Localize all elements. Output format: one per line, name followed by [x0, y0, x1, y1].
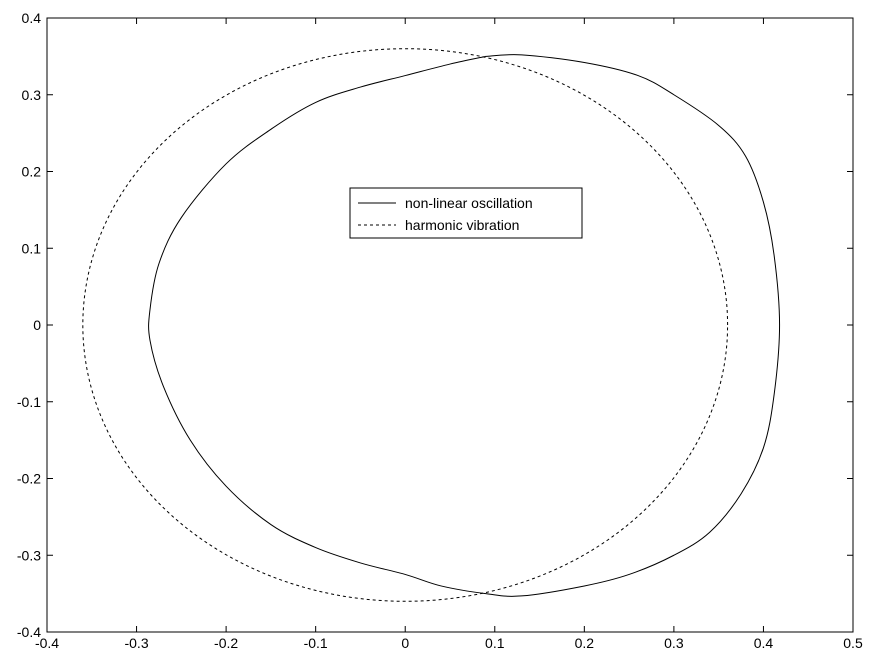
y-tick-label: -0.1: [17, 394, 41, 410]
series-line-harmonic-vibration: [82, 48, 729, 602]
x-tick-label: -0.3: [124, 635, 148, 651]
x-tick-label: 0.4: [754, 635, 774, 651]
y-tick-label: 0.4: [22, 10, 42, 26]
ticks-layer: -0.4 -0.3 -0.2 -0.1 0 0.1 0.2 0.3 0.4 0.5 -0.4 -0.3…: [17, 10, 863, 651]
x-tick-label: 0.3: [664, 635, 684, 651]
x-tick-label: 0.2: [575, 635, 595, 651]
x-tick-label: 0: [401, 635, 409, 651]
x-tick-label: 0.1: [485, 635, 505, 651]
x-tick-label: -0.1: [304, 635, 328, 651]
y-tick-label: -0.4: [17, 624, 41, 640]
legend-label-harmonic: harmonic vibration: [405, 217, 519, 233]
legend-box: [349, 187, 583, 239]
legend: non-linear oscillation harmonic vibratio…: [349, 187, 583, 239]
x-tick-label: -0.2: [214, 635, 238, 651]
legend-label-non-linear: non-linear oscillation: [405, 195, 533, 211]
x-tick-label: 0.5: [843, 635, 863, 651]
y-tick-label: 0.3: [22, 87, 42, 103]
plot-area: [46, 17, 854, 633]
y-tick-label: -0.2: [17, 471, 41, 487]
series-line-non-linear-oscillation: [148, 54, 781, 597]
x-tick-label: -0.4: [35, 635, 59, 651]
series-layer: [82, 48, 781, 602]
y-tick-label: 0: [33, 317, 41, 333]
y-tick-label: 0.2: [22, 164, 42, 180]
y-tick-label: -0.3: [17, 547, 41, 563]
y-tick-label: 0.1: [22, 240, 42, 256]
